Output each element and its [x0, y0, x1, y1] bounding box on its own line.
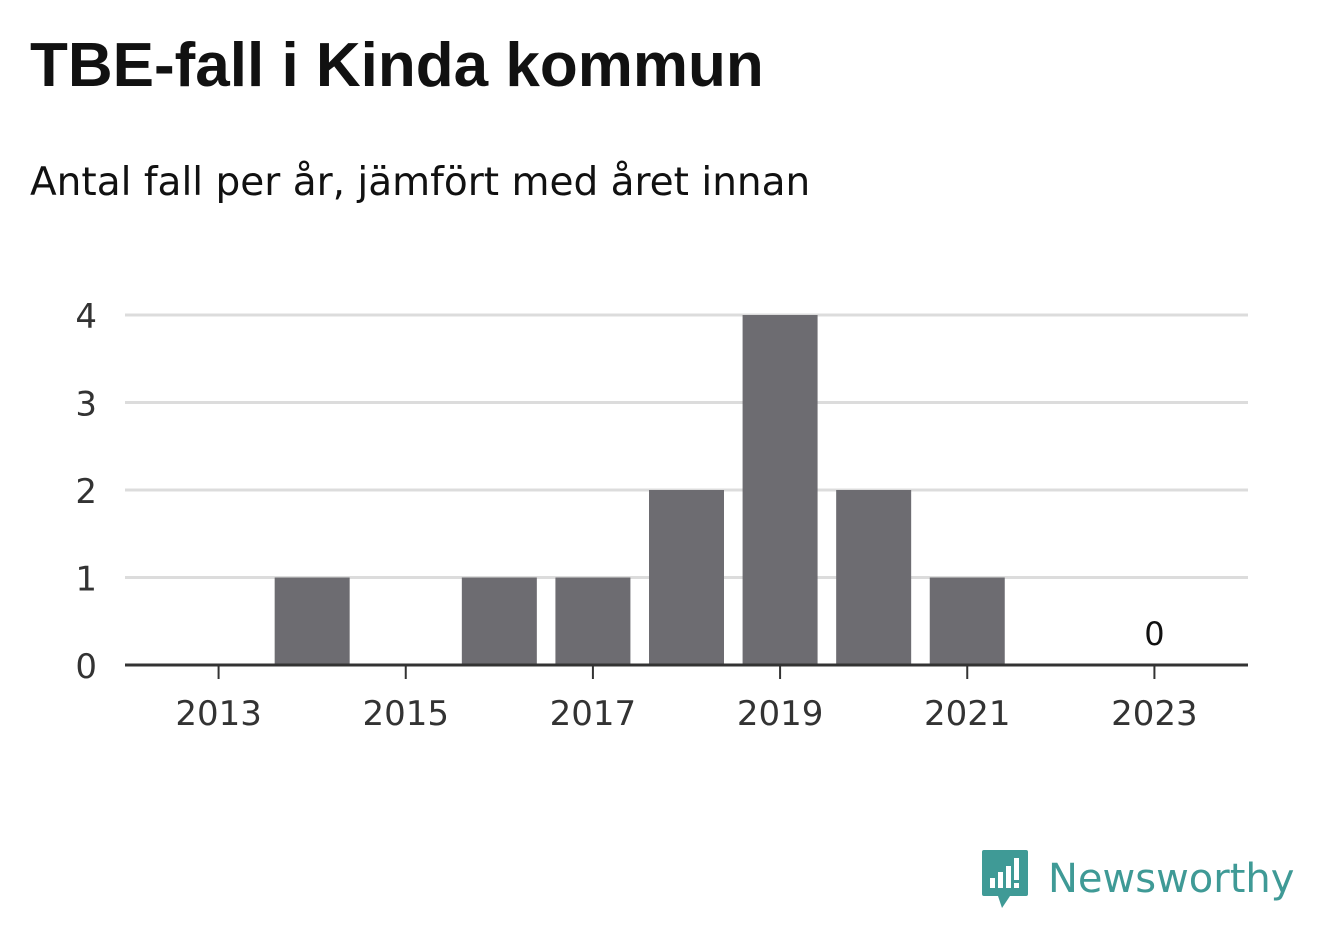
- y-tick-label: 3: [75, 385, 97, 425]
- brand-name: Newsworthy: [1048, 856, 1295, 902]
- x-tick-label: 2015: [362, 694, 449, 734]
- bar-2020: [836, 490, 912, 665]
- bar-2019: [742, 315, 818, 665]
- bar-2016: [461, 577, 537, 665]
- x-tick-label: 2013: [175, 694, 262, 734]
- bar-2017: [555, 577, 631, 665]
- bar-2018: [649, 490, 724, 665]
- y-tick-label: 1: [75, 560, 97, 600]
- y-tick-label: 4: [75, 297, 97, 337]
- bars: [274, 315, 1005, 665]
- axis-labels: 0 1 2 3 4 2013 2015 2017 2019 2021 2023 0: [75, 297, 1197, 734]
- chart-title: TBE-fall i Kinda kommun: [30, 31, 764, 100]
- x-tick-label: 2021: [924, 694, 1011, 734]
- bar-chart: 0 1 2 3 4 2013 2015 2017 2019 2021 2023 0: [75, 297, 1248, 734]
- brand-logo: Newsworthy: [980, 848, 1294, 910]
- x-tick-label: 2019: [737, 694, 824, 734]
- bar-2014: [274, 577, 350, 665]
- chart-subtitle: Antal fall per år, jämfört med året inna…: [30, 160, 811, 205]
- bar-2021: [929, 577, 1005, 665]
- y-tick-label: 2: [75, 472, 97, 512]
- x-tick-label: 2023: [1111, 694, 1198, 734]
- newsworthy-logo-icon: [982, 850, 1028, 908]
- y-tick-label: 0: [75, 647, 97, 687]
- x-tick-label: 2017: [550, 694, 637, 734]
- x-axis: [125, 663, 1248, 679]
- data-label-2023: 0: [1144, 615, 1164, 653]
